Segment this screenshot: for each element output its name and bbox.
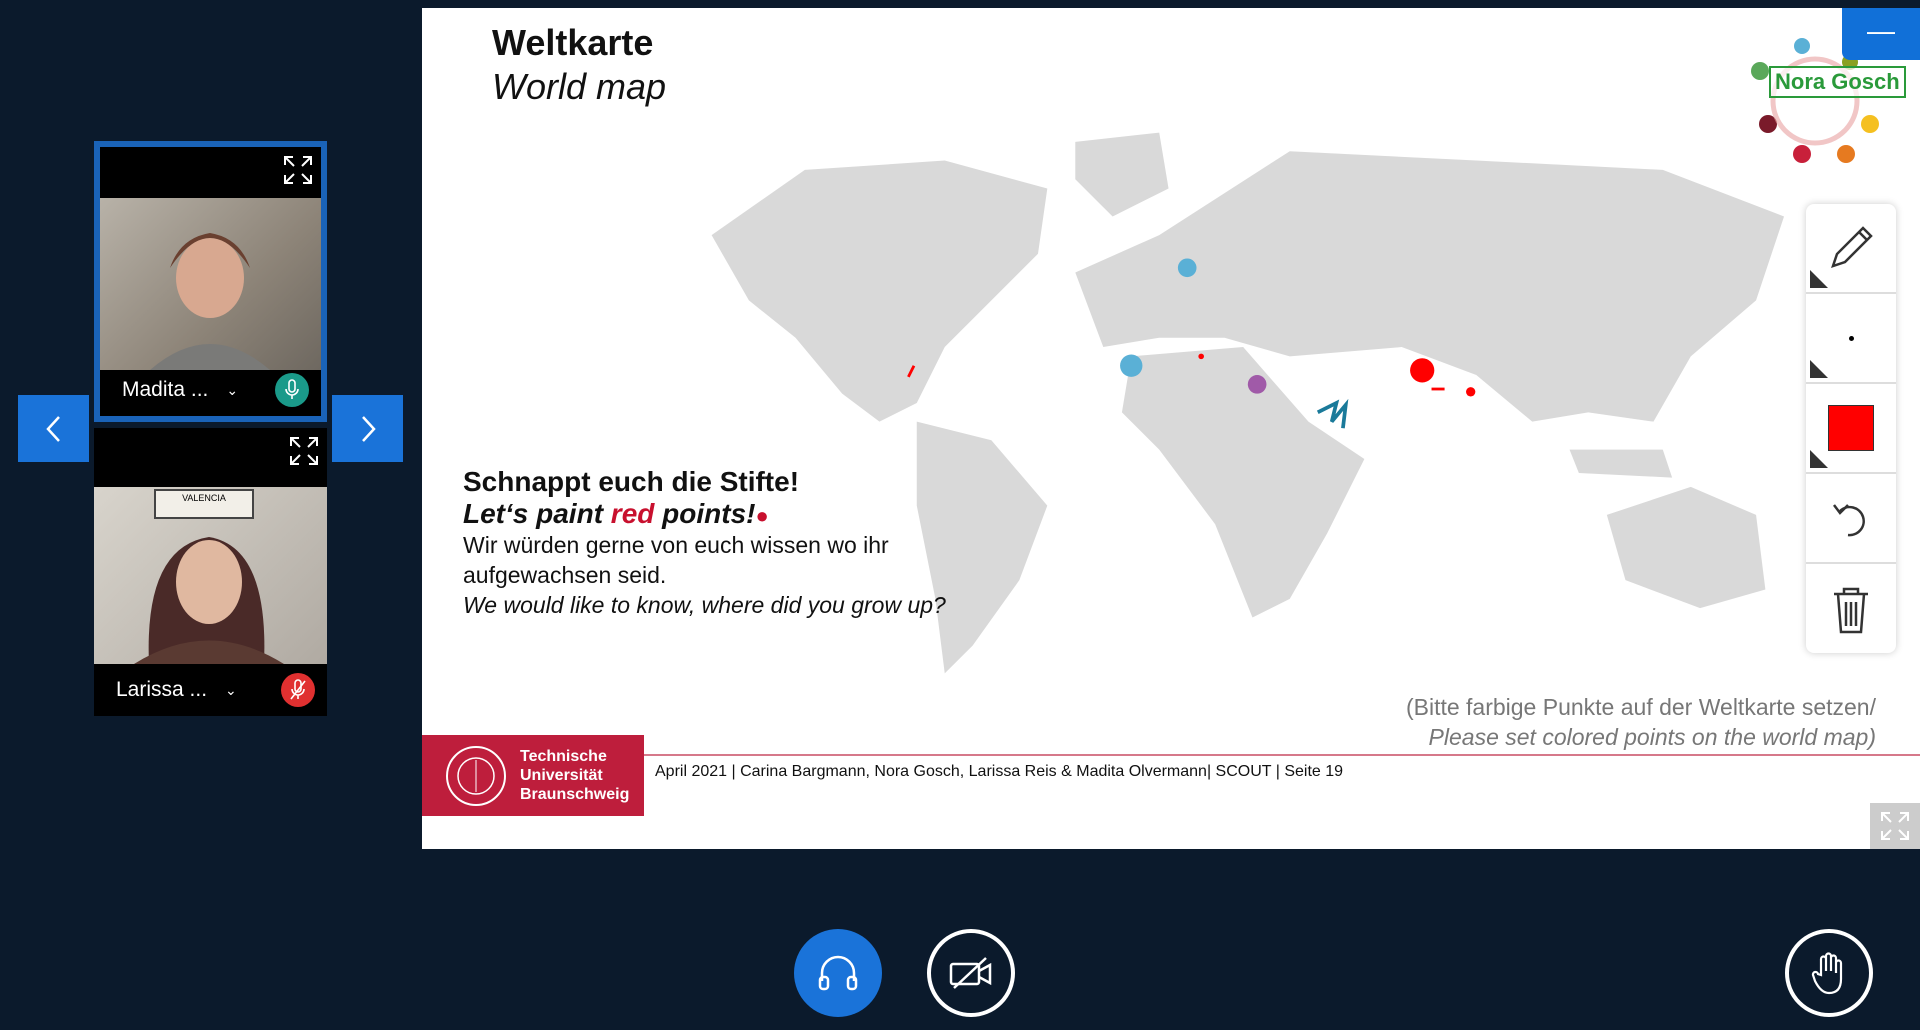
pen-tool[interactable] <box>1806 204 1896 294</box>
uni-line: Braunschweig <box>520 786 630 803</box>
participant-tile[interactable]: Madita ... ⌄ <box>94 141 327 422</box>
participant-avatar <box>134 537 284 664</box>
map-dot <box>1410 358 1435 383</box>
fullscreen-slide-button[interactable] <box>1870 803 1920 849</box>
participant-tile[interactable]: VALENCIA Larissa ... ⌄ <box>94 428 327 716</box>
chevron-down-icon[interactable]: ⌄ <box>225 681 237 698</box>
greenland <box>1075 132 1169 217</box>
uni-line: Universität <box>520 767 603 784</box>
map-scribble <box>1316 398 1349 429</box>
hand-icon <box>1811 952 1843 995</box>
raise-hand-button[interactable] <box>1785 929 1873 1017</box>
undo-button[interactable] <box>1806 474 1896 564</box>
participant-video <box>100 198 321 370</box>
delete-button[interactable] <box>1806 564 1896 654</box>
dot-icon <box>1848 335 1854 341</box>
size-tool[interactable] <box>1806 294 1896 384</box>
camera-off-icon <box>949 957 992 989</box>
participant-name: Madita ... <box>122 378 209 401</box>
hint-text: (Bitte farbige Punkte auf der Weltkarte … <box>1406 692 1876 752</box>
wall-sign: VALENCIA <box>154 489 254 519</box>
instruction-sub: Let‘s paint red points!● <box>463 498 963 530</box>
map-dot <box>1198 353 1204 360</box>
participant-video: VALENCIA <box>94 487 327 664</box>
sub-red: red <box>610 498 655 529</box>
uni-line: Technische <box>520 748 607 765</box>
minimize-button[interactable]: — <box>1842 8 1920 60</box>
participant-namebar: Larissa ... ⌄ <box>94 664 327 716</box>
chevron-right-icon <box>361 415 376 442</box>
presentation-slide[interactable]: Weltkarte World map Schnappt euch die St… <box>422 8 1920 849</box>
expand-icon <box>290 437 318 465</box>
map-stroke <box>907 365 916 378</box>
participant-namebar: Madita ... ⌄ <box>100 364 321 416</box>
microphone-icon[interactable] <box>275 373 309 407</box>
map-dot <box>1177 258 1197 278</box>
microphone-muted-icon[interactable] <box>281 673 315 707</box>
color-tool[interactable] <box>1806 384 1896 474</box>
scout-logo <box>1751 38 1879 163</box>
slide-title-de: Weltkarte <box>492 22 654 63</box>
tu-logo: Technische Universität Braunschweig <box>422 735 644 816</box>
participant-avatar <box>150 233 270 370</box>
camera-button[interactable] <box>927 929 1015 1017</box>
sub-pre: Let‘s paint <box>463 498 611 529</box>
north-america <box>711 160 1048 422</box>
drawing-toolbar <box>1806 204 1896 653</box>
hint-en: Please set colored points on the world m… <box>1428 724 1876 750</box>
africa <box>1121 347 1365 618</box>
color-swatch <box>1828 405 1874 451</box>
indonesia <box>1569 449 1673 478</box>
undo-icon <box>1833 504 1865 537</box>
europe-asia <box>1075 151 1785 422</box>
sub-post: points! <box>654 498 756 529</box>
expand-video-button[interactable] <box>283 155 313 190</box>
instruction-heading: Schnappt euch die Stifte! <box>463 466 800 497</box>
slide-title-en: World map <box>492 66 667 107</box>
hint-de: (Bitte farbige Punkte auf der Weltkarte … <box>1405 694 1876 720</box>
university-seal-icon <box>446 745 506 806</box>
slide-footer: April 2021 | Carina Bargmann, Nora Gosch… <box>655 763 1344 780</box>
presenter-name-label: Nora Gosch <box>1769 66 1906 98</box>
trash-icon <box>1834 587 1868 634</box>
expand-video-button[interactable] <box>289 436 319 471</box>
headphones-icon <box>818 955 858 991</box>
chevron-left-icon <box>45 415 60 442</box>
south-america <box>916 421 1048 674</box>
previous-participants-button[interactable] <box>18 395 89 462</box>
pencil-icon <box>1831 226 1873 268</box>
expand-icon <box>1881 812 1909 840</box>
submenu-corner-icon <box>1810 450 1828 468</box>
audio-button[interactable] <box>794 929 882 1017</box>
world-map[interactable] <box>637 108 1812 698</box>
australia <box>1606 486 1766 609</box>
submenu-corner-icon <box>1810 360 1828 378</box>
map-dot <box>1466 387 1476 397</box>
body-en: We would like to know, where did you gro… <box>463 592 946 618</box>
participant-name: Larissa ... <box>116 678 208 701</box>
expand-icon <box>284 156 312 184</box>
chevron-down-icon[interactable]: ⌄ <box>226 381 239 398</box>
red-dot-icon: ● <box>755 503 769 528</box>
map-dot <box>1247 375 1267 394</box>
submenu-corner-icon <box>1810 270 1828 288</box>
body-de: Wir würden gerne von euch wissen wo ihr … <box>463 532 889 588</box>
instruction-text: Schnappt euch die Stifte! Let‘s paint re… <box>463 466 963 620</box>
footer-divider <box>422 754 1920 756</box>
next-participants-button[interactable] <box>332 395 403 462</box>
map-dot <box>1120 354 1143 377</box>
